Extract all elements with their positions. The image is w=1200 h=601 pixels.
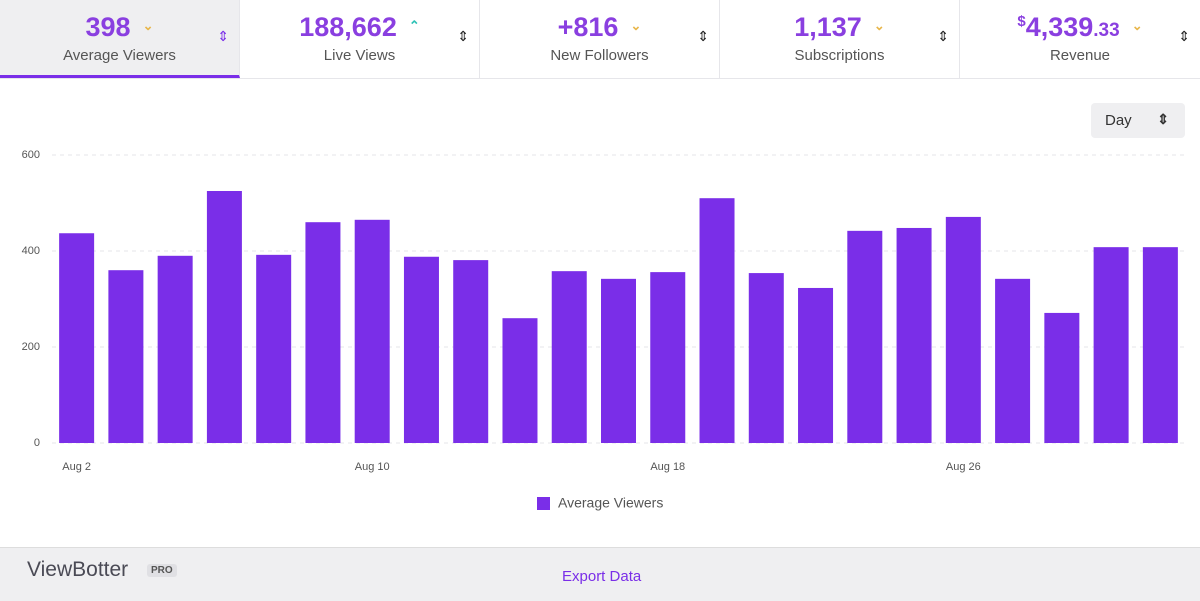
stat-tabs: 398 ⌄ Average Viewers ⇕ 188,662 ⌃ Live Vie… — [0, 0, 1200, 79]
bar — [847, 230, 883, 443]
bar — [1044, 312, 1080, 443]
export-link[interactable]: Export Data — [562, 568, 642, 585]
y-tick-label: 200 — [22, 341, 40, 353]
trend-icon: ⌄ — [142, 18, 154, 33]
legend-label: Average Viewers — [558, 495, 663, 511]
x-tick-label: Aug 26 — [946, 461, 981, 473]
stat-value: 398 ⌄ — [0, 12, 239, 43]
bar — [1093, 247, 1129, 443]
period-label: Day — [1105, 112, 1132, 129]
period-select[interactable]: Day ⇕ — [1091, 103, 1185, 138]
trend-icon: ⌄ — [873, 18, 885, 33]
bar — [945, 216, 981, 443]
bar — [995, 278, 1031, 443]
bar — [108, 270, 144, 443]
stat-number: 4,339 — [1025, 12, 1094, 42]
bar — [601, 278, 636, 443]
stat-label: Average Viewers — [63, 47, 176, 64]
sort-icon: ⇕ — [697, 28, 709, 44]
bar — [1142, 247, 1178, 443]
x-tick-label: Aug 10 — [355, 461, 390, 473]
chart: 0 200 400 600 Aug 2 Aug 10 Aug 18 Aug 26 Average… — [22, 149, 1185, 511]
bar — [748, 273, 784, 443]
stat-label: Subscriptions — [794, 47, 885, 64]
stat-cents: .33 — [1093, 20, 1120, 41]
stat-number: +816 — [557, 12, 619, 42]
bar — [59, 233, 95, 443]
footer: ViewBotter PRO Export Data — [0, 547, 1200, 601]
stat-tab[interactable]: +816 ⌄ New Followers ⇕ — [480, 0, 720, 78]
bar — [699, 198, 735, 443]
stat-tab[interactable]: 398 ⌄ Average Viewers ⇕ — [0, 0, 240, 78]
select-icon: ⇕ — [1157, 111, 1169, 127]
x-tick-label: Aug 2 — [62, 461, 91, 473]
stat-tab[interactable]: 188,662 ⌃ Live Views ⇕ — [240, 0, 480, 78]
bar — [206, 191, 242, 443]
sort-icon: ⇕ — [217, 28, 229, 44]
bar — [896, 227, 932, 443]
trend-icon: ⌃ — [408, 18, 420, 33]
stat-tab[interactable]: 1,137 ⌄ Subscriptions ⇕ — [720, 0, 960, 78]
stat-value: 1,137 ⌄ — [720, 12, 959, 43]
sort-icon: ⇕ — [937, 28, 949, 44]
stat-value: +816 ⌄ — [480, 12, 719, 43]
sort-icon: ⇕ — [1178, 28, 1190, 44]
bar — [157, 255, 193, 443]
stat-label: Live Views — [323, 47, 396, 64]
trend-icon: ⌄ — [1131, 18, 1143, 33]
y-tick-label: 600 — [22, 149, 40, 161]
brand: ViewBotter — [27, 558, 129, 581]
bar — [256, 254, 292, 443]
sort-icon: ⇕ — [457, 28, 469, 44]
stat-tab[interactable]: $4,339.33 ⌄ Revenue ⇕ — [960, 0, 1200, 78]
stat-number: 188,662 — [299, 12, 397, 42]
bar — [551, 271, 587, 443]
bar — [798, 287, 834, 443]
stat-label: Revenue — [1049, 47, 1111, 64]
bar — [650, 272, 686, 443]
trend-icon: ⌄ — [630, 18, 642, 33]
stat-value: $4,339.33 ⌄ — [960, 12, 1200, 43]
stat-label: New Followers — [550, 47, 649, 64]
stat-value: 188,662 ⌃ — [240, 12, 479, 43]
stat-number: 1,137 — [794, 12, 862, 42]
bar — [305, 222, 341, 443]
legend-swatch — [537, 497, 550, 510]
stat-number: 398 — [85, 12, 131, 42]
y-tick-label: 400 — [22, 245, 40, 257]
stat-currency: $ — [1017, 13, 1026, 30]
y-tick-label: 0 — [34, 437, 40, 449]
x-tick-label: Aug 18 — [650, 461, 685, 473]
bar — [453, 260, 489, 443]
bar — [403, 256, 439, 443]
bar — [502, 318, 538, 443]
brand-badge: PRO — [147, 564, 177, 577]
bar — [354, 219, 390, 443]
